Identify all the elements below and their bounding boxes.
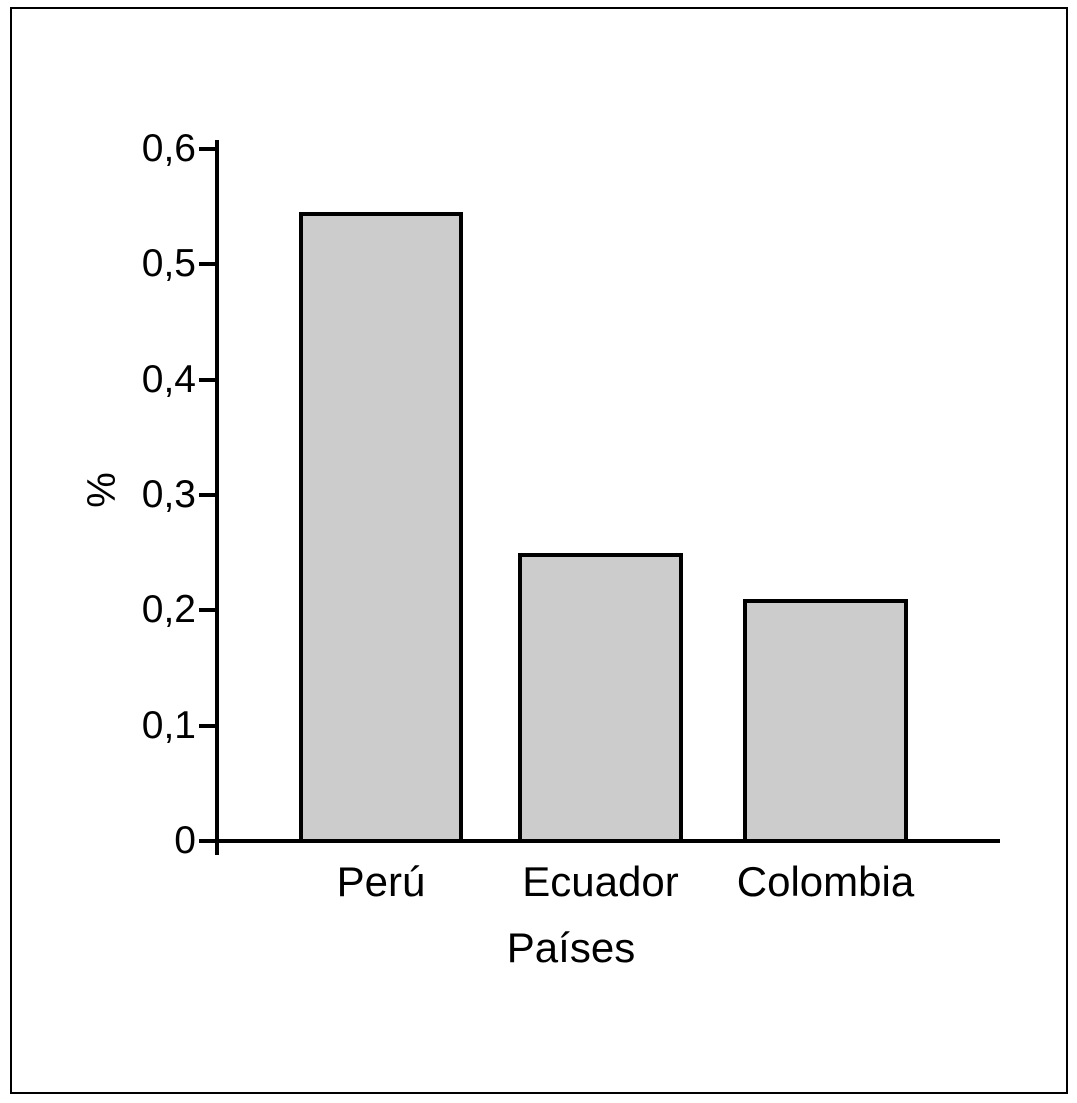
x-axis-label: Países: [506, 924, 636, 971]
y-tick-mark-0: [199, 839, 216, 843]
y-tick-label-0,3: 0,3: [141, 473, 196, 516]
y-tick-label-0,4: 0,4: [141, 357, 196, 401]
bar-colombia: [743, 598, 908, 843]
bar-peru: [299, 212, 463, 843]
y-tick-label-0,1: 0,1: [141, 703, 196, 747]
y-tick-label-0,6: 0,6: [141, 127, 196, 170]
y-tick-mark-0,5: [199, 262, 216, 267]
category-label-colombia: Colombia: [736, 858, 915, 905]
y-tick-mark-0,4: [199, 377, 216, 382]
y-tick-mark-0,6: [199, 147, 216, 151]
y-tick-label-0,2: 0,2: [141, 588, 196, 632]
y-tick-mark-0,3: [199, 493, 216, 497]
y-tick-label-0: 0: [174, 819, 196, 862]
bar-ecuador: [518, 552, 683, 843]
category-label-ecuador: Ecuador: [522, 858, 679, 905]
y-tick-mark-0,1: [199, 723, 216, 728]
x-axis-line: [215, 839, 1000, 843]
y-axis-line: [215, 140, 219, 855]
y-tick-mark-0,2: [199, 608, 216, 613]
y-tick-label-0,5: 0,5: [141, 242, 196, 286]
category-label-peru: Perú: [336, 858, 426, 905]
chart-frame-border: [10, 7, 1068, 1094]
